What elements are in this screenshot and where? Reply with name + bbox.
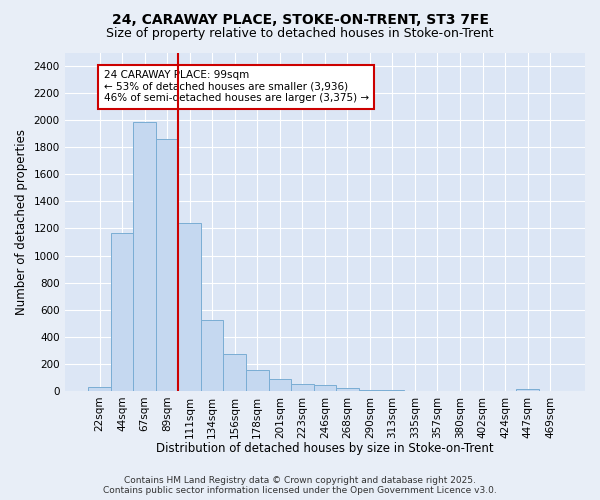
Bar [201, 320, 223, 391]
Bar [291, 384, 314, 391]
Text: Contains HM Land Registry data © Crown copyright and database right 2025.
Contai: Contains HM Land Registry data © Crown c… [103, 476, 497, 495]
Text: 24 CARAWAY PLACE: 99sqm
← 53% of detached houses are smaller (3,936)
46% of semi: 24 CARAWAY PLACE: 99sqm ← 53% of detache… [104, 70, 369, 103]
Y-axis label: Number of detached properties: Number of detached properties [15, 128, 28, 314]
Bar [246, 370, 269, 391]
Bar [156, 139, 178, 391]
Bar [223, 354, 246, 391]
Bar [516, 389, 539, 391]
Bar [88, 388, 111, 391]
Bar [314, 385, 336, 391]
X-axis label: Distribution of detached houses by size in Stoke-on-Trent: Distribution of detached houses by size … [156, 442, 494, 455]
Text: Size of property relative to detached houses in Stoke-on-Trent: Size of property relative to detached ho… [106, 28, 494, 40]
Bar [133, 122, 156, 391]
Bar [269, 378, 291, 391]
Text: 24, CARAWAY PLACE, STOKE-ON-TRENT, ST3 7FE: 24, CARAWAY PLACE, STOKE-ON-TRENT, ST3 7… [112, 12, 488, 26]
Bar [111, 232, 133, 391]
Bar [359, 390, 381, 391]
Bar [178, 223, 201, 391]
Bar [336, 388, 359, 391]
